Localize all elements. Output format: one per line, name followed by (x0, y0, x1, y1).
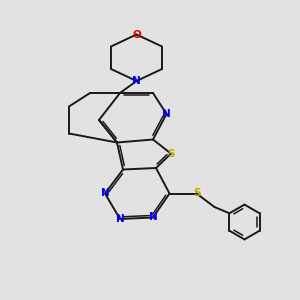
Text: S: S (167, 148, 175, 159)
Text: N: N (132, 76, 141, 86)
Text: N: N (162, 109, 171, 119)
Text: N: N (116, 214, 124, 224)
Text: O: O (132, 29, 141, 40)
Text: N: N (148, 212, 158, 223)
Text: S: S (193, 188, 200, 199)
Text: N: N (100, 188, 109, 199)
